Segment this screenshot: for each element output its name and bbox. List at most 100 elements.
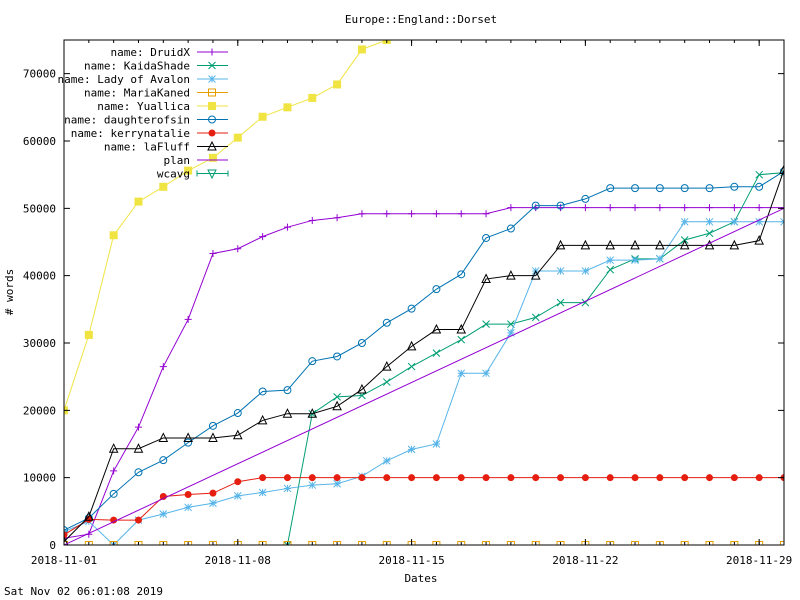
legend-label: name: Yuallica — [97, 100, 190, 113]
series-mariakaned-point — [506, 541, 515, 545]
series-mariakaned-point — [556, 541, 565, 545]
series-kerrynatalie-point — [259, 474, 267, 482]
series-druidx-point — [110, 467, 118, 475]
series-daughterofsin-point — [606, 184, 615, 193]
legend-label: wcavg — [157, 168, 190, 181]
series-druidx-point — [184, 315, 192, 323]
series-daughterofsin-point — [432, 285, 441, 294]
series-druidx-point — [283, 223, 291, 231]
series-kerrynatalie-point — [184, 491, 192, 498]
series-lady-of-avalon-point — [482, 369, 490, 378]
series-lafluff-point — [431, 323, 442, 334]
series-daughterofsin-point — [333, 352, 342, 361]
legend-label: name: MariaKaned — [84, 87, 190, 100]
series-lafluff-point — [555, 239, 566, 250]
y-tick-label: 60000 — [23, 135, 56, 148]
x-tick-label: 2018-11-22 — [552, 554, 618, 567]
series-daughterofsin-point — [506, 224, 515, 233]
series-yuallica-point — [333, 80, 342, 89]
series-daughterofsin-point — [680, 184, 689, 193]
series-kerrynatalie-point — [283, 474, 291, 482]
series-lady-of-avalon-point — [730, 217, 739, 226]
x-tick-label: 2018-11-29 — [726, 554, 792, 567]
legend-swatch-marker — [208, 129, 216, 137]
series-druidx-point — [631, 204, 639, 212]
series-druidx-point — [383, 210, 391, 218]
series-lady-of-avalon-point — [581, 267, 590, 275]
series-lafluff-point — [679, 239, 690, 250]
axes: 0 10000 20000 30000 40000 50000 60000 70000 2018… — [23, 40, 792, 567]
series-mariakaned-point — [432, 541, 441, 545]
series-druidx-point — [259, 233, 267, 241]
series-yuallica-point — [283, 103, 292, 112]
series-daughterofsin-point — [233, 409, 242, 418]
legend-swatch-errorbar — [196, 170, 229, 177]
series-mariakaned-point — [308, 541, 317, 545]
series-lady-of-avalon-point — [233, 491, 242, 500]
legend-swatch-marker — [207, 169, 217, 180]
series-lafluff-point — [530, 270, 541, 280]
series-druidx-point — [780, 204, 784, 212]
series-kerrynatalie-point — [755, 474, 763, 482]
series-druidx-point — [209, 249, 217, 257]
series-kerrynatalie-point — [681, 474, 689, 482]
series-mariakaned-point — [84, 541, 93, 545]
legend-label: name: KaidaShade — [84, 60, 190, 73]
series-lafluff-point — [729, 239, 740, 250]
series-daughterofsin-point — [208, 421, 217, 430]
series-druidx-point — [755, 204, 763, 212]
series-lady-of-avalon-point — [209, 499, 217, 508]
series-daughterofsin-point — [631, 184, 640, 193]
series-kerrynatalie-point — [383, 474, 391, 482]
series-lady-of-avalon-point — [159, 510, 168, 518]
series-lady-of-avalon-point — [308, 481, 317, 489]
series-mariakaned-point — [134, 541, 143, 545]
series-mariakaned-point — [730, 541, 739, 545]
series-kaidashade-point — [407, 362, 416, 371]
series-mariakaned-point — [159, 541, 168, 545]
legend-label: name: DruidX — [111, 46, 191, 59]
series-kerrynatalie-point — [730, 474, 738, 482]
series-kaidashade-point — [382, 378, 391, 386]
series-druidx-point — [606, 204, 614, 212]
series-druidx-point — [408, 210, 416, 218]
series-daughterofsin-point — [184, 438, 193, 447]
series-lady-of-avalon-point — [184, 503, 192, 512]
x-axis-label: Dates — [404, 572, 437, 585]
series-mariakaned-point — [109, 541, 118, 545]
series-daughterofsin-point — [780, 167, 784, 176]
series-kaidashade-point — [755, 170, 764, 179]
series-lafluff-point — [64, 536, 69, 545]
x-tick-label: 2018-11-15 — [378, 554, 444, 567]
series-daughterofsin-point — [357, 339, 366, 347]
y-tick-label: 70000 — [23, 68, 56, 81]
plot-area — [64, 40, 784, 545]
series-kerrynatalie-point — [656, 474, 664, 482]
y-tick-label: 0 — [49, 539, 56, 552]
series-lafluff-point — [580, 239, 591, 250]
series-kaidashade-point — [482, 320, 490, 329]
series-druidx-point — [482, 210, 490, 218]
series-kerrynatalie-point — [358, 474, 366, 482]
series-lady-of-avalon-point — [606, 256, 615, 265]
legend-swatch-marker — [207, 140, 217, 151]
legend-swatch-marker — [208, 48, 216, 56]
series-lafluff-point — [307, 408, 318, 418]
series-kerrynatalie-point — [333, 474, 341, 482]
series-mariakaned-point — [482, 541, 491, 545]
series-mariakaned-point — [606, 541, 615, 545]
series-lady-of-avalon-line — [64, 221, 784, 545]
series-lafluff-point — [655, 239, 665, 250]
series-druidx-point — [234, 245, 242, 253]
series-lady-of-avalon-point — [705, 217, 714, 226]
series-kaidashade-point — [531, 313, 540, 322]
series-daughterofsin-point — [382, 318, 391, 327]
series-daughterofsin-point — [159, 456, 168, 465]
series-kaidashade-point — [606, 265, 615, 274]
series-mariakaned-point — [705, 541, 714, 545]
x-tick-label: 2018-11-01 — [31, 554, 97, 567]
series-kerrynatalie-point — [581, 474, 589, 482]
series-mariakaned-point — [631, 541, 640, 545]
series-lady-of-avalon-point — [680, 217, 689, 226]
